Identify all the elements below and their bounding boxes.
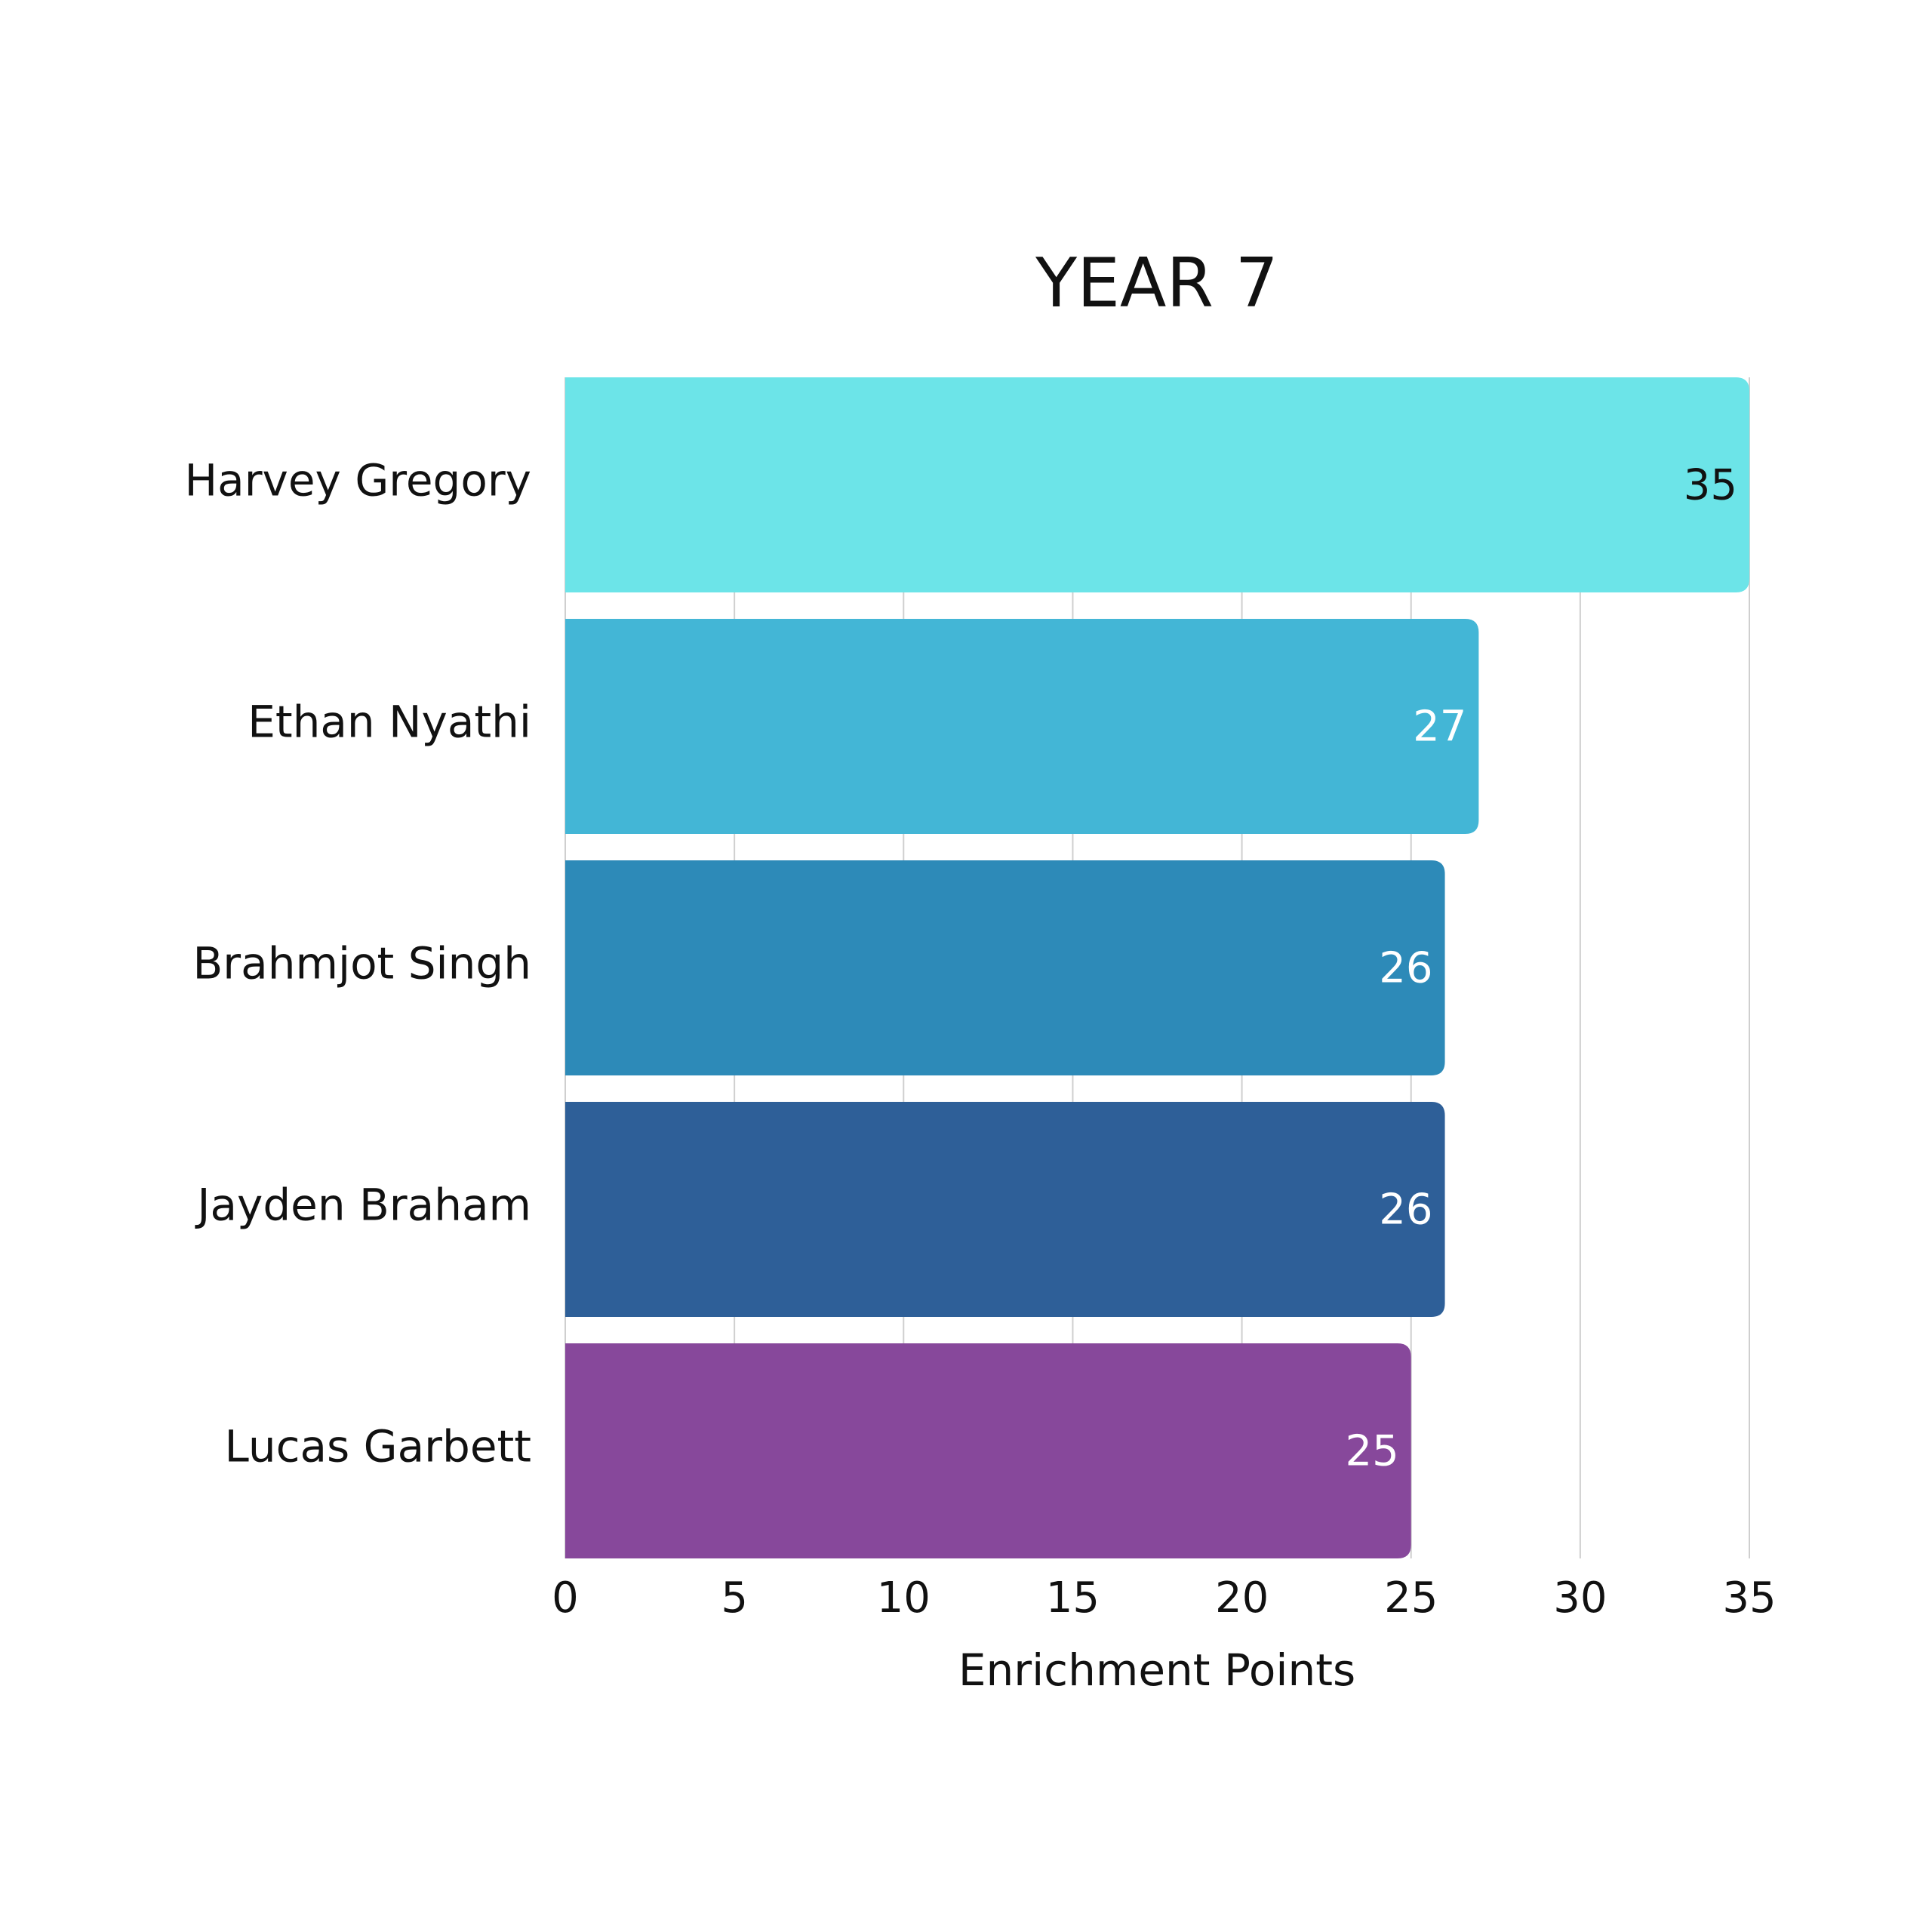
y-tick-label: Ethan Nyathi <box>248 697 531 748</box>
x-tick-label: 5 <box>721 1574 748 1623</box>
x-tick-label: 15 <box>1046 1574 1100 1623</box>
bar <box>565 860 1445 1075</box>
bar <box>565 619 1479 834</box>
y-tick-label: Brahmjot Singh <box>193 938 531 989</box>
bar <box>565 1102 1445 1317</box>
value-label: 26 <box>1379 944 1432 993</box>
chart-title: YEAR 7 <box>1035 244 1278 323</box>
value-label: 26 <box>1379 1186 1432 1235</box>
bar <box>565 377 1749 592</box>
x-tick-label: 0 <box>552 1574 579 1623</box>
bar <box>565 1343 1411 1558</box>
value-label: 35 <box>1684 461 1737 510</box>
x-tick-label: 10 <box>877 1574 931 1623</box>
value-label: 27 <box>1413 703 1466 752</box>
x-tick-label: 30 <box>1553 1574 1607 1623</box>
x-tick-label: 20 <box>1215 1574 1269 1623</box>
y-tick-label: Harvey Gregory <box>185 455 531 506</box>
y-tick-label: Jayden Braham <box>195 1180 531 1231</box>
x-axis-label: Enrichment Points <box>958 1644 1355 1696</box>
x-tick-label: 25 <box>1384 1574 1438 1623</box>
value-label: 25 <box>1345 1427 1398 1476</box>
x-tick-label: 35 <box>1722 1574 1776 1623</box>
y-tick-label: Lucas Garbett <box>225 1421 531 1472</box>
